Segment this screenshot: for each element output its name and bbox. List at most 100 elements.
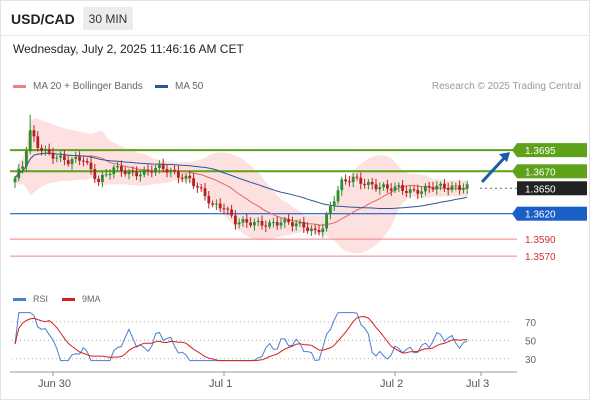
candle xyxy=(450,181,454,193)
candle-body xyxy=(85,160,89,163)
legend-ma50-swatch xyxy=(155,85,168,88)
candle-body xyxy=(393,186,397,191)
candle-body xyxy=(427,185,431,188)
candle-body xyxy=(25,151,28,167)
candle xyxy=(21,160,24,174)
candle-body xyxy=(359,177,363,184)
candle xyxy=(32,125,36,142)
candle xyxy=(74,151,78,163)
candle xyxy=(180,173,184,183)
timeframe-badge[interactable]: 30 MIN xyxy=(83,7,133,30)
candle-body xyxy=(237,222,241,225)
candle-body xyxy=(97,178,100,182)
candle-body xyxy=(272,222,275,224)
candle xyxy=(465,180,469,195)
candle xyxy=(302,216,306,233)
candle-body xyxy=(241,219,245,223)
candle xyxy=(443,179,446,192)
level-label-1.3695: 1.3695 xyxy=(525,146,556,157)
legend-rsi-swatch xyxy=(13,297,26,301)
level-tag-pointer-1.3695 xyxy=(512,143,517,158)
candle xyxy=(196,182,199,193)
candle xyxy=(359,172,363,190)
level-tag-pointer-1.3620 xyxy=(512,206,517,221)
candle xyxy=(139,170,142,182)
candle-body xyxy=(401,184,404,191)
candle xyxy=(85,157,89,165)
bollinger-band-area xyxy=(15,117,468,254)
candle-body xyxy=(184,175,188,179)
candle xyxy=(439,181,442,191)
candle-body xyxy=(336,190,340,202)
candle-body xyxy=(329,206,332,215)
candle-body xyxy=(146,169,150,171)
candle-body xyxy=(386,184,389,189)
candle xyxy=(188,170,192,184)
candle-body xyxy=(158,164,161,169)
candle xyxy=(260,215,264,230)
level-label-1.3620: 1.3620 xyxy=(525,210,556,221)
candle xyxy=(184,173,188,184)
candle xyxy=(66,155,70,167)
legend-rsi: RSI xyxy=(13,294,48,304)
candle xyxy=(370,178,374,190)
candle xyxy=(222,203,226,213)
candle xyxy=(17,164,21,182)
rsi-tick-label: 30 xyxy=(525,355,537,366)
candle xyxy=(458,180,461,195)
candle xyxy=(237,218,241,229)
candle xyxy=(389,183,393,196)
candle-body xyxy=(382,184,385,188)
candle-body xyxy=(135,171,138,177)
candle-body xyxy=(340,179,344,191)
candle xyxy=(405,185,408,198)
candle-body xyxy=(40,148,43,151)
candle-body xyxy=(17,168,21,179)
candle xyxy=(332,195,336,211)
candle xyxy=(173,165,176,175)
rsi-ma-line xyxy=(14,316,468,362)
candle-body xyxy=(264,225,268,227)
candle-body xyxy=(131,171,135,173)
legend-ma50: MA 50 xyxy=(155,81,203,92)
level-label-1.3650: 1.3650 xyxy=(525,184,556,195)
candle-body xyxy=(454,185,458,187)
level-tag-pointer-1.3670 xyxy=(512,164,517,179)
candle-body xyxy=(256,220,260,223)
candle xyxy=(325,211,328,232)
legend-rsi-ma: 9MA xyxy=(62,294,101,304)
candle xyxy=(340,176,344,196)
candle-body xyxy=(207,196,211,204)
legend-ma20-label: MA 20 + Bollinger Bands xyxy=(33,81,143,92)
candle xyxy=(104,168,108,178)
candle xyxy=(47,143,51,156)
candle xyxy=(298,218,302,228)
projection-arrow-shaft xyxy=(480,156,507,184)
candle-body xyxy=(21,166,24,169)
candle-body xyxy=(344,179,347,182)
candle-body xyxy=(443,183,446,189)
candle-body xyxy=(424,185,427,192)
candle xyxy=(55,154,59,163)
candle xyxy=(462,183,465,194)
level-label-1.3670: 1.3670 xyxy=(525,167,556,178)
candle xyxy=(317,224,321,236)
credit-text: Research © 2025 Trading Central xyxy=(431,81,581,92)
candle-body xyxy=(169,169,173,173)
candle xyxy=(127,168,131,180)
candles xyxy=(13,114,469,238)
candle-body xyxy=(420,191,423,194)
candle xyxy=(401,179,404,196)
candle-body xyxy=(47,149,51,153)
candle xyxy=(158,160,161,174)
candle xyxy=(25,147,28,172)
candle xyxy=(120,160,123,177)
candle-body xyxy=(355,176,359,178)
candle xyxy=(363,178,366,189)
candle-body xyxy=(74,156,78,160)
candle-body xyxy=(283,219,287,223)
candle-body xyxy=(196,186,199,188)
candle xyxy=(378,182,382,195)
legend-ma50-label: MA 50 xyxy=(175,81,204,92)
